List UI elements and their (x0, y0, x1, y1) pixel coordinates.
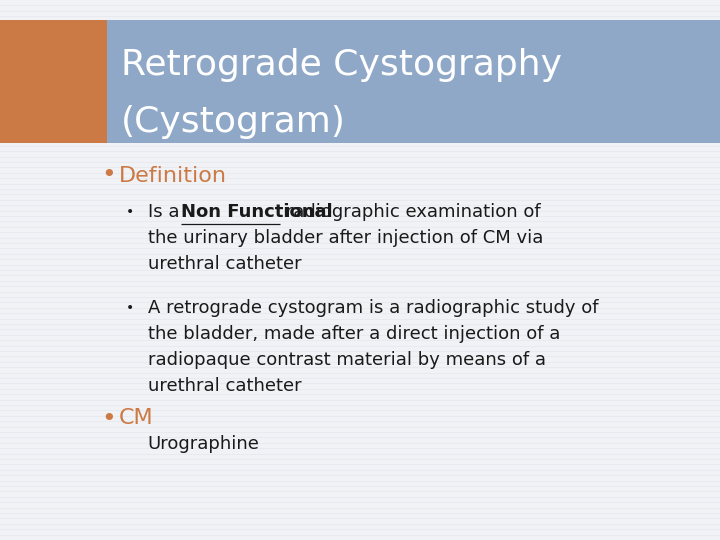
Text: A retrograde cystogram is a radiographic study of: A retrograde cystogram is a radiographic… (148, 299, 598, 317)
Text: radiopaque contrast material by means of a: radiopaque contrast material by means of… (148, 350, 546, 369)
Text: the bladder, made after a direct injection of a: the bladder, made after a direct injecti… (148, 325, 560, 343)
Text: Retrograde Cystography: Retrograde Cystography (121, 49, 562, 82)
Text: the urinary bladder after injection of CM via: the urinary bladder after injection of C… (148, 228, 543, 247)
Text: Non Functional: Non Functional (181, 202, 333, 221)
Text: Urographine: Urographine (148, 435, 259, 454)
Text: radiographic examination of: radiographic examination of (279, 202, 540, 221)
Text: urethral catheter: urethral catheter (148, 376, 301, 395)
Text: Is a: Is a (148, 202, 185, 221)
Bar (107, 20, 720, 143)
Text: •: • (101, 164, 115, 187)
Text: •: • (101, 407, 115, 430)
Text: •: • (126, 301, 134, 315)
Text: Definition: Definition (119, 165, 227, 186)
Text: CM: CM (119, 408, 153, 429)
Text: urethral catheter: urethral catheter (148, 254, 301, 273)
Bar (0, 20, 107, 143)
Text: •: • (126, 205, 134, 219)
Text: (Cystogram): (Cystogram) (121, 105, 346, 139)
